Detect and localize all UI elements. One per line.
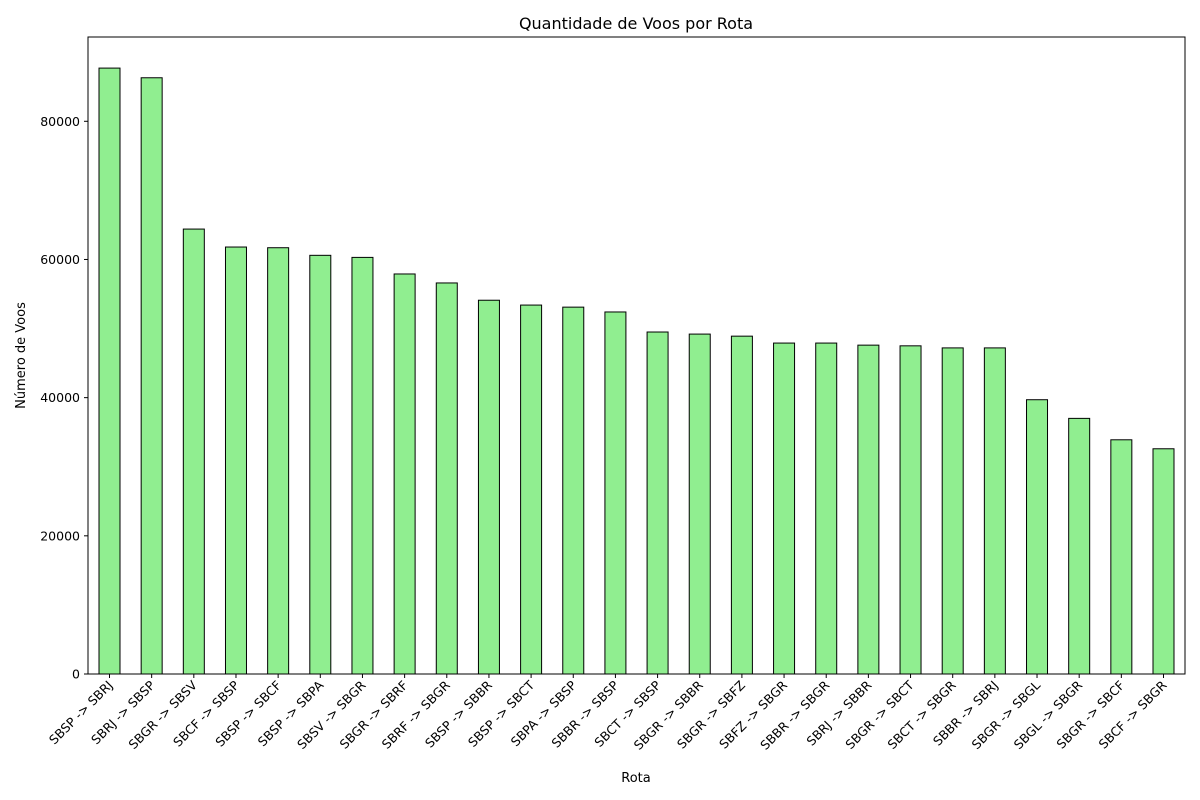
y-axis: 0 20000 40000 60000 80000 — [40, 114, 88, 682]
bar — [730, 335, 753, 675]
bar — [309, 254, 332, 675]
bar — [477, 299, 500, 675]
y-axis-title: Número de Voos — [14, 302, 29, 409]
bar — [604, 311, 627, 675]
bar — [1026, 399, 1049, 675]
x-axis-title: Rota — [621, 771, 650, 786]
bar — [1152, 448, 1175, 675]
chart-title: Quantidade de Voos por Rota — [519, 14, 753, 33]
y-tick-label: 20000 — [40, 528, 80, 543]
y-tick-label: 60000 — [40, 252, 80, 267]
bar — [983, 347, 1006, 675]
bar — [267, 247, 290, 675]
plot-frame — [87, 36, 1186, 675]
bar — [224, 246, 247, 675]
y-tick-label: 80000 — [40, 114, 80, 129]
bar — [351, 256, 374, 675]
bar — [899, 345, 922, 675]
bar — [941, 347, 964, 675]
bar — [688, 333, 711, 675]
bar — [520, 304, 543, 675]
bar — [857, 344, 880, 675]
bar — [1068, 417, 1091, 675]
bar — [773, 342, 796, 675]
y-tick-label: 40000 — [40, 390, 80, 405]
bar — [646, 331, 669, 675]
bar — [815, 342, 838, 675]
bar — [98, 67, 121, 675]
bar — [140, 77, 163, 675]
bar — [393, 273, 416, 675]
y-tick-label: 0 — [72, 667, 80, 682]
bar — [435, 282, 458, 675]
bar — [182, 228, 205, 675]
bars-group — [98, 67, 1175, 675]
bar — [1110, 439, 1133, 675]
bar — [562, 306, 585, 675]
